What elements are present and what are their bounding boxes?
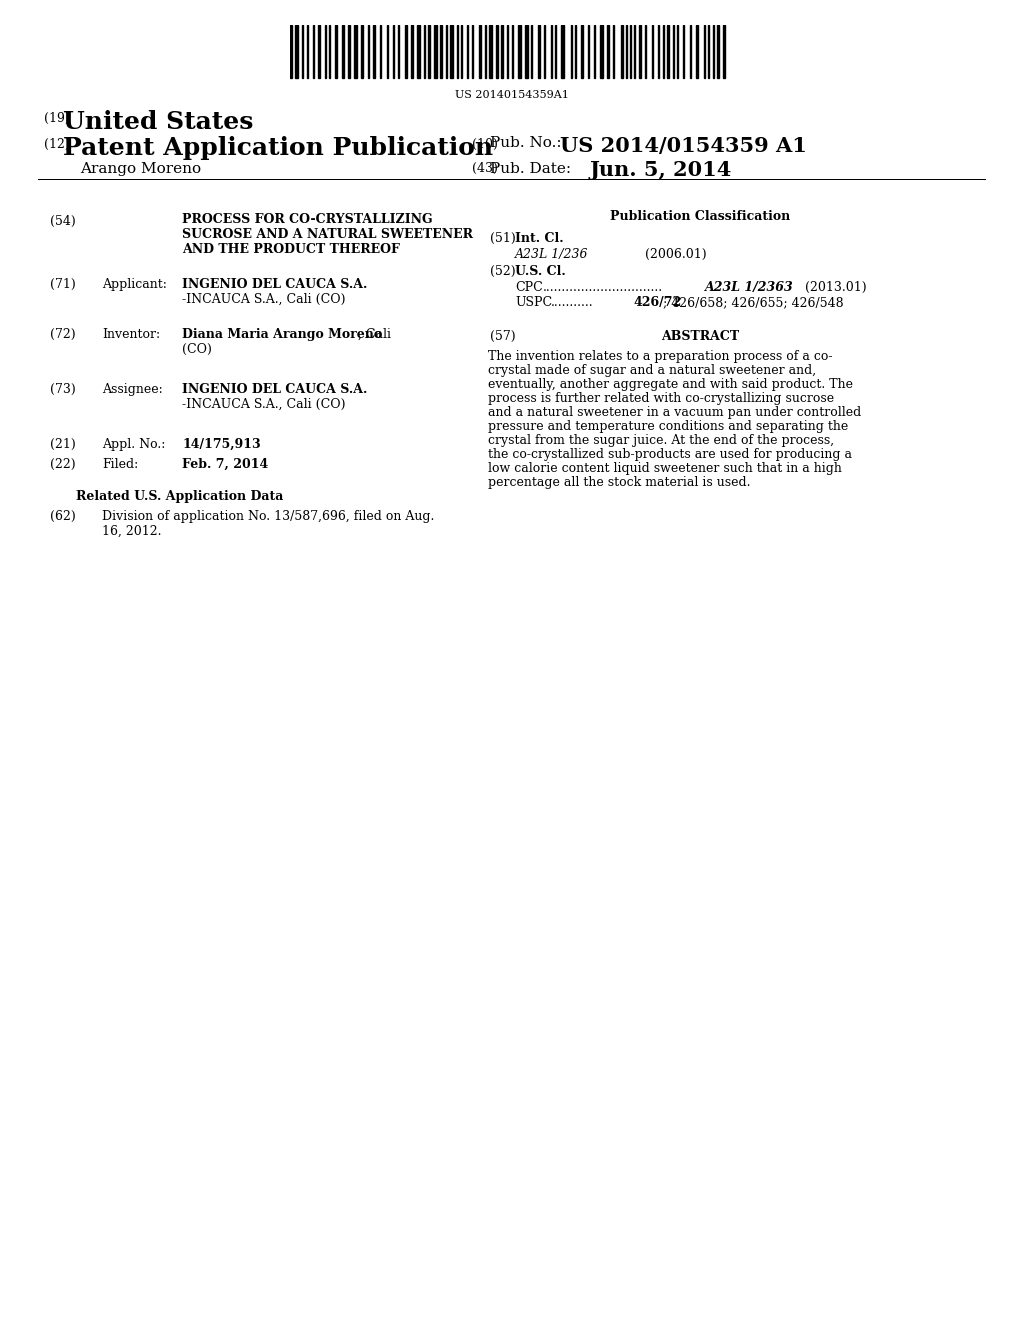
Text: process is further related with co-crystallizing sucrose: process is further related with co-cryst… [488, 392, 835, 405]
Text: (2006.01): (2006.01) [645, 248, 707, 261]
Bar [406, 25, 407, 78]
Text: (10): (10) [472, 139, 498, 150]
Text: (2013.01): (2013.01) [805, 281, 866, 294]
Text: INGENIO DEL CAUCA S.A.: INGENIO DEL CAUCA S.A. [182, 383, 368, 396]
Bar [518, 25, 521, 78]
Text: US 20140154359A1: US 20140154359A1 [455, 90, 569, 100]
Text: ...........: ........... [551, 296, 594, 309]
Text: (71): (71) [50, 279, 76, 290]
Bar [440, 25, 442, 78]
Bar [450, 25, 453, 78]
Text: Division of application No. 13/587,696, filed on Aug.: Division of application No. 13/587,696, … [102, 510, 434, 523]
Text: the co-crystallized sub-products are used for producing a: the co-crystallized sub-products are use… [488, 447, 852, 461]
Text: (72): (72) [50, 327, 76, 341]
Text: PROCESS FOR CO-CRYSTALLIZING: PROCESS FOR CO-CRYSTALLIZING [182, 213, 432, 226]
Bar [501, 25, 503, 78]
Bar [489, 25, 492, 78]
Bar [525, 25, 528, 78]
Text: Publication Classification: Publication Classification [610, 210, 791, 223]
Text: -INCAUCA S.A., Cali (CO): -INCAUCA S.A., Cali (CO) [182, 399, 345, 411]
Text: Filed:: Filed: [102, 458, 138, 471]
Text: CPC: CPC [515, 281, 543, 294]
Text: A23L 1/236: A23L 1/236 [515, 248, 589, 261]
Text: (62): (62) [50, 510, 76, 523]
Text: Related U.S. Application Data: Related U.S. Application Data [77, 490, 284, 503]
Text: (54): (54) [50, 215, 76, 228]
Text: -INCAUCA S.A., Cali (CO): -INCAUCA S.A., Cali (CO) [182, 293, 345, 306]
Text: ...............................: ............................... [543, 281, 664, 294]
Text: US 2014/0154359 A1: US 2014/0154359 A1 [560, 136, 807, 156]
Bar [295, 25, 298, 78]
Bar [667, 25, 669, 78]
Text: Appl. No.:: Appl. No.: [102, 438, 165, 451]
Text: ABSTRACT: ABSTRACT [660, 330, 739, 343]
Text: Jun. 5, 2014: Jun. 5, 2014 [590, 160, 732, 180]
Bar [373, 25, 375, 78]
Text: (43): (43) [472, 162, 498, 176]
Text: 16, 2012.: 16, 2012. [102, 525, 162, 539]
Text: (CO): (CO) [182, 343, 212, 356]
Bar [290, 25, 292, 78]
Bar [361, 25, 362, 78]
Text: (22): (22) [50, 458, 76, 471]
Bar [723, 25, 725, 78]
Text: (57): (57) [490, 330, 516, 343]
Bar [417, 25, 420, 78]
Bar [318, 25, 319, 78]
Text: (21): (21) [50, 438, 76, 451]
Text: USPC: USPC [515, 296, 552, 309]
Text: ; 426/658; 426/655; 426/548: ; 426/658; 426/655; 426/548 [663, 296, 844, 309]
Bar [581, 25, 583, 78]
Text: AND THE PRODUCT THEREOF: AND THE PRODUCT THEREOF [182, 243, 400, 256]
Text: SUCROSE AND A NATURAL SWEETENER: SUCROSE AND A NATURAL SWEETENER [182, 228, 473, 242]
Text: The invention relates to a preparation process of a co-: The invention relates to a preparation p… [488, 350, 833, 363]
Bar [348, 25, 350, 78]
Bar [717, 25, 719, 78]
Bar [479, 25, 481, 78]
Text: pressure and temperature conditions and separating the: pressure and temperature conditions and … [488, 420, 848, 433]
Text: INGENIO DEL CAUCA S.A.: INGENIO DEL CAUCA S.A. [182, 279, 368, 290]
Text: Int. Cl.: Int. Cl. [515, 232, 563, 246]
Bar [354, 25, 357, 78]
Bar [639, 25, 641, 78]
Text: (51): (51) [490, 232, 516, 246]
Text: Diana Maria Arango Moreno: Diana Maria Arango Moreno [182, 327, 382, 341]
Text: (73): (73) [50, 383, 76, 396]
Text: Feb. 7, 2014: Feb. 7, 2014 [182, 458, 268, 471]
Text: A23L 1/2363: A23L 1/2363 [705, 281, 794, 294]
Text: Arango Moreno: Arango Moreno [80, 162, 201, 176]
Bar [561, 25, 564, 78]
Bar [335, 25, 337, 78]
Text: Assignee:: Assignee: [102, 383, 163, 396]
Text: 14/175,913: 14/175,913 [182, 438, 261, 451]
Bar [621, 25, 623, 78]
Text: crystal from the sugar juice. At the end of the process,: crystal from the sugar juice. At the end… [488, 434, 835, 447]
Text: eventually, another aggregate and with said product. The: eventually, another aggregate and with s… [488, 378, 853, 391]
Text: crystal made of sugar and a natural sweetener and,: crystal made of sugar and a natural swee… [488, 364, 816, 378]
Text: and a natural sweetener in a vacuum pan under controlled: and a natural sweetener in a vacuum pan … [488, 407, 861, 418]
Bar [434, 25, 437, 78]
Text: percentage all the stock material is used.: percentage all the stock material is use… [488, 477, 751, 488]
Bar [342, 25, 344, 78]
Bar [496, 25, 498, 78]
Text: U.S. Cl.: U.S. Cl. [515, 265, 565, 279]
Text: Pub. Date:: Pub. Date: [490, 162, 571, 176]
Bar [600, 25, 603, 78]
Bar [428, 25, 430, 78]
Text: (19): (19) [44, 112, 70, 125]
Text: Pub. No.:: Pub. No.: [490, 136, 561, 150]
Text: Applicant:: Applicant: [102, 279, 167, 290]
Text: (52): (52) [490, 265, 516, 279]
Text: Patent Application Publication: Patent Application Publication [63, 136, 494, 160]
Text: United States: United States [63, 110, 253, 135]
Text: low calorie content liquid sweetener such that in a high: low calorie content liquid sweetener suc… [488, 462, 842, 475]
Bar [411, 25, 413, 78]
Text: 426/72: 426/72 [633, 296, 681, 309]
Text: Inventor:: Inventor: [102, 327, 160, 341]
Bar [538, 25, 540, 78]
Bar [696, 25, 698, 78]
Bar [607, 25, 609, 78]
Text: , Cali: , Cali [358, 327, 391, 341]
Text: (12): (12) [44, 139, 70, 150]
